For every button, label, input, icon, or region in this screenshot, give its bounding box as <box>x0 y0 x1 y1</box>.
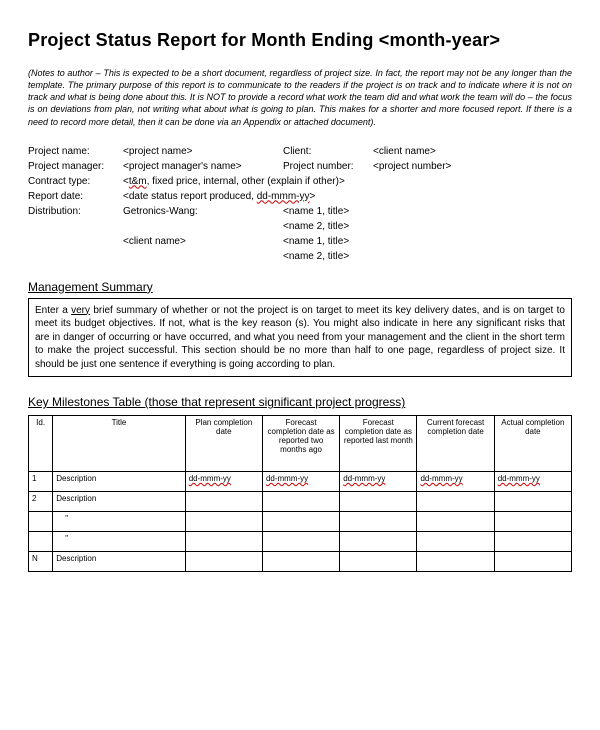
milestones-heading: Key Milestones Table (those that represe… <box>28 395 572 409</box>
cell-date: dd-mmm-yy <box>185 472 262 492</box>
cell-date <box>185 512 262 532</box>
cell-date: dd-mmm-yy <box>262 472 339 492</box>
col-act: Actual completion date <box>494 416 571 472</box>
cell-date <box>340 532 417 552</box>
field-value: <project number> <box>373 159 572 174</box>
table-row: 1Descriptiondd-mmm-yydd-mmm-yydd-mmm-yyd… <box>29 472 572 492</box>
cell-date: dd-mmm-yy <box>340 472 417 492</box>
cell-id: 1 <box>29 472 53 492</box>
cell-date <box>417 552 494 572</box>
field-label: Distribution: <box>28 204 123 219</box>
cell-date <box>417 532 494 552</box>
mgmt-summary-box: Enter a very brief summary of whether or… <box>28 298 572 378</box>
wavy-text: t&m <box>129 176 147 187</box>
field-value: <name 1, title> <box>283 204 349 219</box>
field-label: Project name: <box>28 144 123 159</box>
col-f2: Forecast completion date as reported two… <box>262 416 339 472</box>
mgmt-summary-heading: Management Summary <box>28 280 572 294</box>
col-cur: Current forecast completion date <box>417 416 494 472</box>
cell-date: dd-mmm-yy <box>417 472 494 492</box>
col-f1: Forecast completion date as reported las… <box>340 416 417 472</box>
field-value: <date status report produced, dd-mmm-yy> <box>123 189 315 204</box>
cell-date <box>417 492 494 512</box>
cell-date <box>340 492 417 512</box>
cell-date <box>262 512 339 532</box>
underlined-text: very <box>71 305 90 316</box>
field-label: Project manager: <box>28 159 123 174</box>
wavy-text: dd-mmm-yy <box>257 191 310 202</box>
field-value: <t&m, fixed price, internal, other (expl… <box>123 174 345 189</box>
cell-date <box>494 492 571 512</box>
col-plan: Plan completion date <box>185 416 262 472</box>
table-row: 2Description <box>29 492 572 512</box>
field-label: Contract type: <box>28 174 123 189</box>
col-title: Title <box>53 416 185 472</box>
cell-id: 2 <box>29 492 53 512</box>
table-row: " <box>29 532 572 552</box>
cell-date <box>494 532 571 552</box>
cell-id: N <box>29 552 53 572</box>
field-value: <client name> <box>123 234 283 249</box>
cell-title: " <box>53 512 185 532</box>
field-value: <project name> <box>123 144 283 159</box>
cell-date <box>185 532 262 552</box>
text: brief summary of whether or not the proj… <box>35 305 565 370</box>
table-row: " <box>29 512 572 532</box>
field-label: Client: <box>283 144 373 159</box>
field-value: <project manager's name> <box>123 159 283 174</box>
cell-title: Description <box>53 472 185 492</box>
cell-date <box>340 552 417 572</box>
cell-date <box>417 512 494 532</box>
text: Enter a <box>35 305 71 316</box>
milestones-table: Id. Title Plan completion date Forecast … <box>28 415 572 572</box>
cell-date <box>185 492 262 512</box>
cell-id <box>29 532 53 552</box>
table-row: NDescription <box>29 552 572 572</box>
table-header-row: Id. Title Plan completion date Forecast … <box>29 416 572 472</box>
text: <date status report produced, <box>123 191 257 202</box>
page-title: Project Status Report for Month Ending <… <box>28 30 572 51</box>
cell-date <box>262 552 339 572</box>
field-value: <name 1, title> <box>283 234 349 249</box>
cell-date <box>494 552 571 572</box>
text: > <box>309 191 315 202</box>
cell-title: Description <box>53 492 185 512</box>
cell-date: dd-mmm-yy <box>494 472 571 492</box>
cell-date <box>494 512 571 532</box>
cell-date <box>185 552 262 572</box>
col-id: Id. <box>29 416 53 472</box>
field-value: Getronics-Wang: <box>123 204 283 219</box>
cell-id <box>29 512 53 532</box>
field-label: Report date: <box>28 189 123 204</box>
author-notes: (Notes to author – This is expected to b… <box>28 67 572 128</box>
field-value: <client name> <box>373 144 572 159</box>
field-value: <name 2, title> <box>283 249 349 264</box>
text: , fixed price, internal, other (explain … <box>147 176 345 187</box>
field-label: Project number: <box>283 159 373 174</box>
cell-title: " <box>53 532 185 552</box>
cell-date <box>340 512 417 532</box>
field-value: <name 2, title> <box>283 219 349 234</box>
cell-date <box>262 532 339 552</box>
cell-date <box>262 492 339 512</box>
project-fields: Project name: <project name> Client: <cl… <box>28 144 572 264</box>
cell-title: Description <box>53 552 185 572</box>
